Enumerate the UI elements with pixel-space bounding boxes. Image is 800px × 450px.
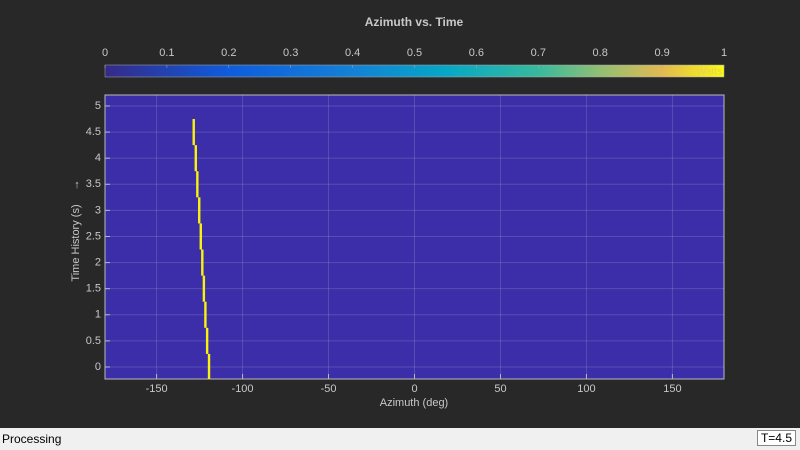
- detection: [198, 197, 201, 224]
- colorbar-tick-label: 0.2: [221, 47, 236, 59]
- y-tick-label: 4: [95, 152, 101, 164]
- colorbar-tick-label: 0.8: [593, 47, 608, 59]
- colorbar-tick-label: 0.3: [283, 47, 298, 59]
- colorbar-tick-label: 0.1: [159, 47, 174, 59]
- x-tick-label: -50: [321, 383, 337, 395]
- y-tick-label: 0.5: [86, 335, 101, 347]
- detection: [202, 275, 206, 302]
- x-tick-label: 150: [663, 383, 681, 395]
- detection: [199, 223, 202, 250]
- x-tick-label: -100: [232, 383, 254, 395]
- figure: Azimuth vs. Time Watts Azimuth (deg) Tim…: [70, 15, 727, 409]
- colorbar-units: Watts: [697, 67, 722, 78]
- x-axis-label: Azimuth (deg): [380, 397, 448, 409]
- y-tick-label: 3.5: [86, 178, 101, 190]
- y-axis-arrow: ↑: [74, 179, 80, 191]
- detection: [207, 353, 211, 379]
- detection: [204, 301, 207, 328]
- detection: [201, 249, 204, 276]
- colorbar-tick-label: 0: [102, 47, 108, 59]
- y-tick-label: 4.5: [86, 126, 101, 138]
- chart-title: Azimuth vs. Time: [365, 15, 464, 29]
- colorbar-tick-label: 1: [721, 47, 727, 59]
- y-tick-label: 1.5: [86, 283, 101, 295]
- time-readout: T=4.5: [756, 430, 796, 446]
- y-tick-label: 5: [95, 100, 101, 112]
- y-tick-label: 3: [95, 204, 101, 216]
- detection: [196, 171, 199, 198]
- y-tick-label: 2.5: [86, 230, 101, 242]
- detection: [194, 145, 197, 172]
- y-tick-label: 2: [95, 256, 101, 268]
- colorbar-tick-label: 0.9: [654, 47, 669, 59]
- y-axis-label: Time History (s): [70, 204, 82, 281]
- x-tick-label: -150: [146, 383, 168, 395]
- x-tick-label: 100: [577, 383, 595, 395]
- y-tick-label: 0: [95, 361, 101, 373]
- colorbar-tick-label: 0.7: [531, 47, 546, 59]
- detection: [192, 119, 195, 146]
- detection: [205, 327, 209, 354]
- colorbar-tick-label: 0.4: [345, 47, 360, 59]
- status-message: Processing: [2, 432, 62, 446]
- y-tick-label: 1: [95, 309, 101, 321]
- colorbar-tick-label: 0.6: [469, 47, 484, 59]
- x-tick-label: 50: [494, 383, 506, 395]
- colorbar-tick-label: 0.5: [407, 47, 422, 59]
- status-bar: Processing T=4.5: [0, 428, 800, 450]
- x-tick-label: 0: [411, 383, 417, 395]
